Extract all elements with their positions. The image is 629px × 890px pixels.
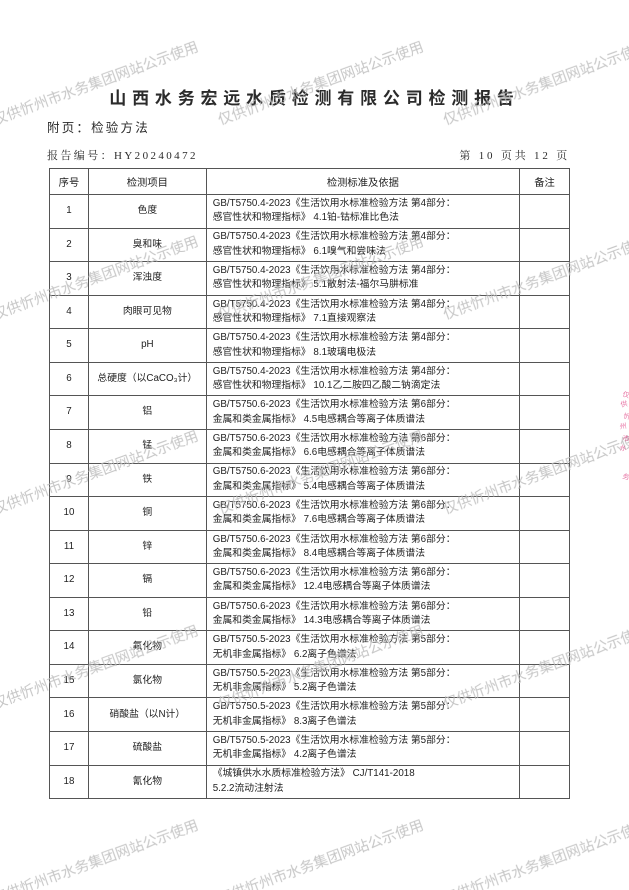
svg-text:忻: 忻 [623, 411, 629, 421]
svg-text:市: 市 [622, 433, 629, 443]
svg-text:供: 供 [620, 399, 628, 409]
svg-text:仅: 仅 [621, 389, 629, 400]
svg-text:州: 州 [619, 422, 627, 431]
svg-text:水: 水 [619, 443, 627, 453]
svg-text:务: 务 [621, 471, 629, 482]
